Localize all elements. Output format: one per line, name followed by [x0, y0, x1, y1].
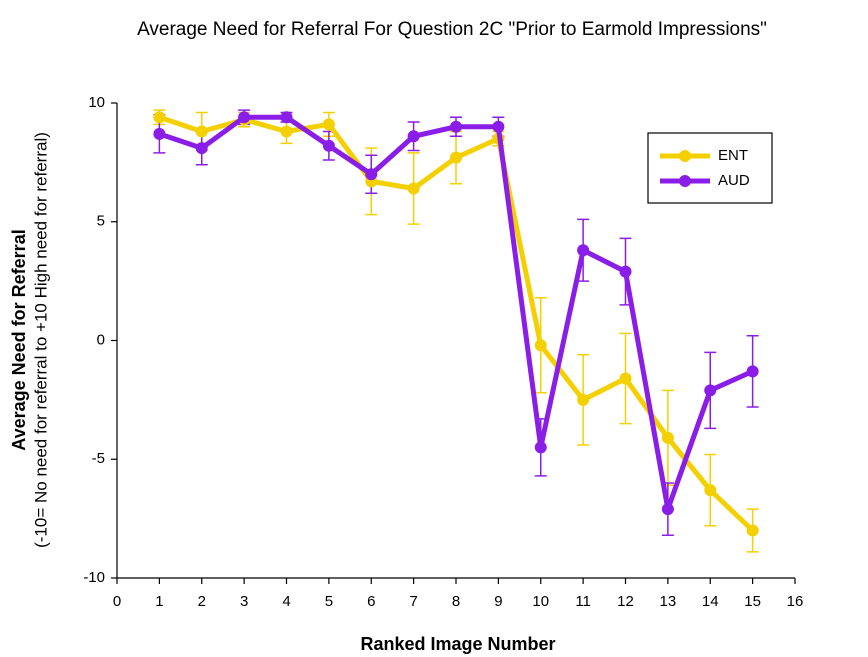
- legend: ENT AUD: [647, 132, 773, 204]
- y-tick-label: -10: [83, 569, 105, 586]
- y-axis-subtitle: (-10= No need for referral to +10 High n…: [31, 132, 50, 548]
- legend-marker: [679, 150, 691, 162]
- marker: [365, 168, 378, 181]
- x-tick-label: 6: [367, 593, 375, 610]
- marker: [492, 120, 505, 133]
- chart-title: Average Need for Referral For Question 2…: [137, 19, 767, 40]
- marker: [746, 365, 759, 378]
- x-tick-label: 12: [617, 593, 634, 610]
- x-tick-label: 14: [702, 593, 719, 610]
- x-tick-label: 4: [282, 593, 290, 610]
- y-axis-title: Average Need for Referral: [9, 229, 29, 450]
- x-tick-label: 11: [575, 593, 591, 610]
- legend-label: ENT: [718, 147, 748, 164]
- marker: [450, 120, 462, 133]
- marker: [619, 265, 632, 278]
- marker: [534, 441, 547, 454]
- marker: [280, 111, 293, 124]
- marker: [407, 182, 420, 195]
- legend-marker: [679, 175, 691, 187]
- x-tick-label: 9: [494, 593, 502, 610]
- marker: [407, 130, 420, 143]
- marker: [238, 111, 251, 124]
- marker: [661, 431, 674, 444]
- x-tick-label: 8: [452, 593, 460, 610]
- marker: [450, 151, 462, 164]
- marker: [153, 127, 166, 140]
- marker: [322, 139, 335, 152]
- marker: [619, 372, 632, 385]
- x-tick-label: 0: [113, 593, 121, 610]
- marker: [746, 524, 759, 537]
- marker: [195, 142, 208, 155]
- x-axis-title: Ranked Image Number: [360, 634, 555, 654]
- y-tick-label: 10: [88, 94, 105, 111]
- x-tick-label: 13: [660, 593, 677, 610]
- legend-box: [647, 132, 773, 204]
- marker: [153, 111, 166, 124]
- x-tick-label: 16: [787, 593, 804, 610]
- marker: [195, 125, 208, 138]
- x-tick-label: 5: [325, 593, 333, 610]
- y-tick-label: 5: [97, 213, 105, 230]
- legend-label: AUD: [718, 172, 750, 189]
- x-tick-label: 1: [155, 593, 163, 610]
- x-tick-label: 10: [532, 593, 549, 610]
- marker: [577, 393, 590, 406]
- y-tick-label: -5: [92, 450, 105, 467]
- y-tick-label: 0: [97, 331, 105, 348]
- marker: [534, 339, 547, 352]
- marker: [704, 384, 717, 397]
- marker: [280, 125, 293, 138]
- marker: [661, 503, 674, 516]
- x-tick-label: 7: [409, 593, 417, 610]
- x-tick-label: 3: [240, 593, 248, 610]
- marker: [577, 244, 590, 257]
- marker: [322, 118, 335, 131]
- x-tick-label: 2: [198, 593, 206, 610]
- x-tick-label: 15: [744, 593, 761, 610]
- marker: [704, 484, 717, 497]
